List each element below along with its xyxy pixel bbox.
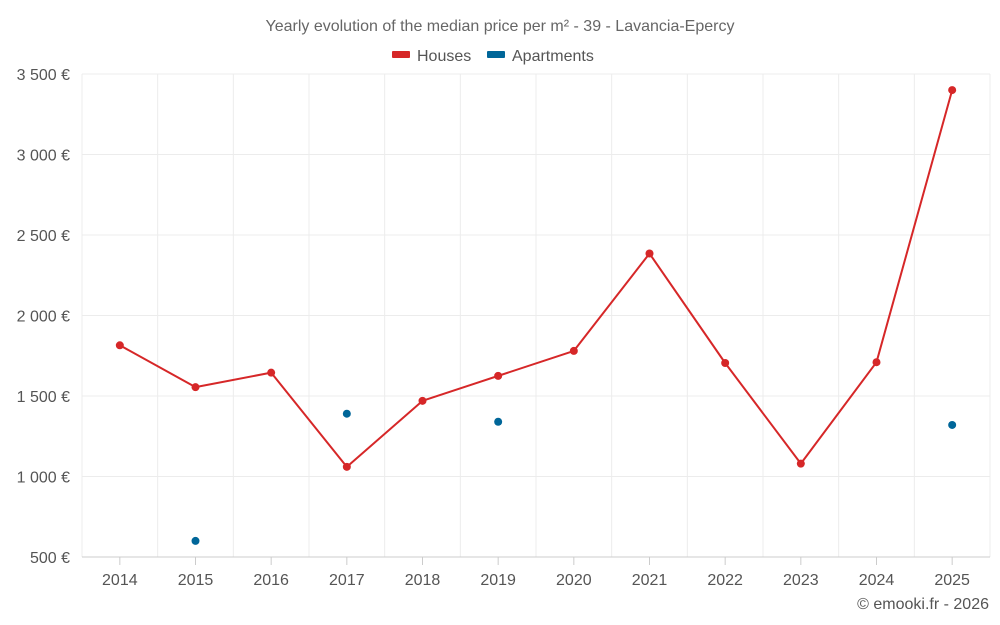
houses-point-2024[interactable]	[872, 358, 881, 367]
x-tick-label: 2020	[556, 572, 592, 589]
legend-item-apartments[interactable]: Apartments	[487, 48, 594, 65]
houses-point-2014[interactable]	[115, 341, 124, 350]
y-tick-label: 1 000 €	[17, 470, 70, 487]
houses-point-2023[interactable]	[796, 459, 805, 468]
x-tick-label: 2024	[859, 572, 895, 589]
houses-line	[119, 89, 954, 468]
series-apartments	[191, 409, 957, 545]
houses-point-2025[interactable]	[948, 86, 957, 95]
houses-point-2016[interactable]	[267, 368, 276, 377]
x-tick-label: 2017	[329, 572, 365, 589]
legend-label-houses: Houses	[417, 48, 471, 65]
y-tick-label: 1 500 €	[17, 389, 70, 406]
series-houses	[115, 86, 957, 471]
y-tick-label: 2 500 €	[17, 228, 70, 245]
x-tick-label: 2021	[632, 572, 668, 589]
x-tick-label: 2018	[405, 572, 441, 589]
legend-label-apartments: Apartments	[512, 48, 594, 65]
houses-point-2015[interactable]	[191, 383, 200, 392]
legend-swatch-apartments	[487, 51, 505, 58]
y-tick-label: 3 000 €	[17, 148, 70, 165]
legend[interactable]: Houses Apartments	[392, 48, 594, 65]
series-layer	[115, 86, 957, 545]
y-tick-label: 500 €	[30, 550, 70, 567]
x-tick-label: 2025	[934, 572, 970, 589]
axes: 500 € 1 000 € 1 500 € 2 000 € 2 500 € 3 000 €…	[17, 67, 990, 589]
houses-point-2018[interactable]	[418, 396, 427, 405]
x-tick-label: 2016	[253, 572, 289, 589]
houses-point-2019[interactable]	[494, 371, 503, 380]
chart-title: Yearly evolution of the median price per…	[266, 18, 735, 35]
x-tick-label: 2015	[178, 572, 214, 589]
apartments-point-2019[interactable]	[494, 417, 503, 426]
x-tick-label: 2023	[783, 572, 819, 589]
apartments-point-2025[interactable]	[948, 420, 957, 429]
houses-point-2020[interactable]	[569, 346, 578, 355]
y-tick-label: 3 500 €	[17, 67, 70, 84]
y-tick-label: 2 000 €	[17, 309, 70, 326]
apartments-point-2017[interactable]	[342, 409, 351, 418]
credit-text: © emooki.fr - 2026	[857, 596, 989, 613]
houses-point-2021[interactable]	[645, 249, 654, 258]
houses-point-2022[interactable]	[721, 358, 730, 367]
x-tick-label: 2014	[102, 572, 138, 589]
x-tick-label: 2022	[707, 572, 743, 589]
legend-swatch-houses	[392, 51, 410, 58]
houses-point-2017[interactable]	[342, 462, 351, 471]
apartments-point-2015[interactable]	[191, 536, 200, 545]
x-tick-label: 2019	[480, 572, 516, 589]
grid	[81, 73, 991, 557]
legend-item-houses[interactable]: Houses	[392, 48, 471, 65]
